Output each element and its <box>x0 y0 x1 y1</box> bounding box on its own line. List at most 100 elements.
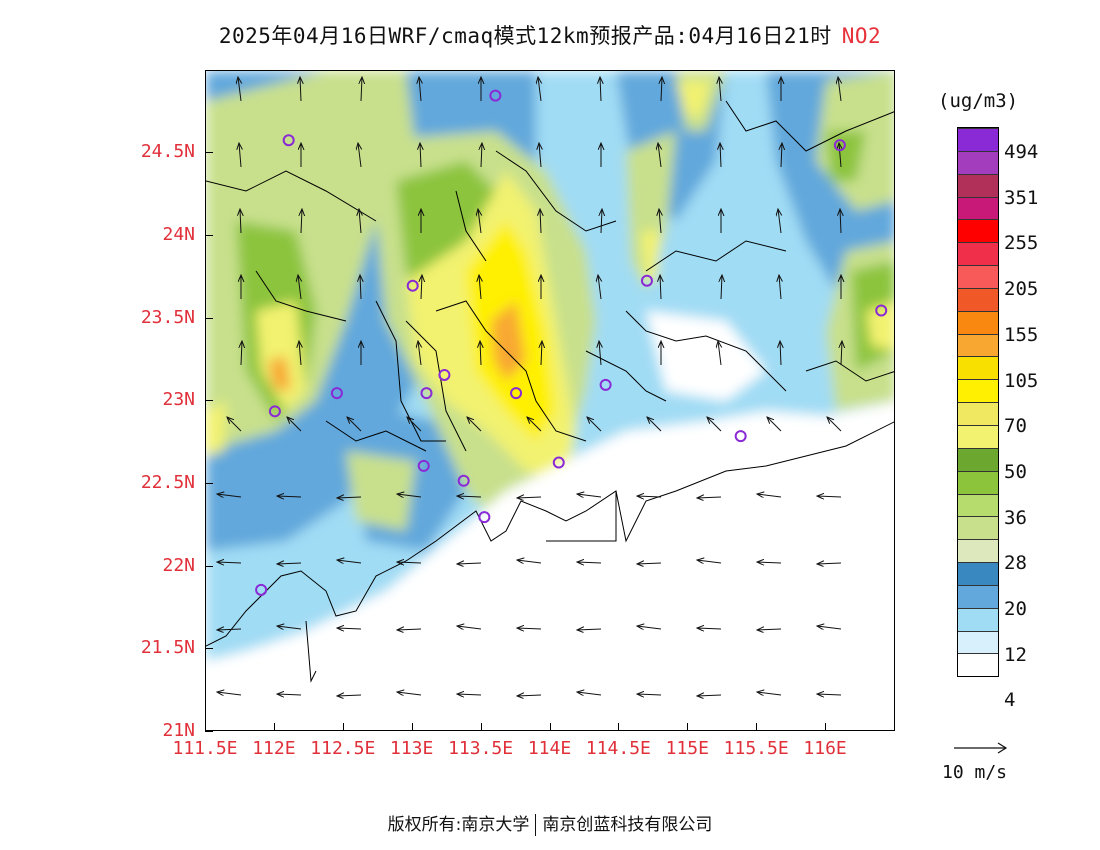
wind-arrow <box>840 209 841 234</box>
lon-label: 116E <box>803 738 847 759</box>
wind-arrow <box>841 341 842 366</box>
colorbar-segment <box>958 607 998 631</box>
wind-arrow <box>757 494 782 497</box>
wind-arrow <box>600 77 601 102</box>
lon-tick <box>825 723 827 731</box>
lat-tick <box>205 565 213 567</box>
wind-arrow <box>637 626 662 629</box>
wind-arrow <box>541 341 542 366</box>
wind-arrow <box>397 494 422 497</box>
colorbar-segment <box>958 242 998 266</box>
colorbar-label: 50 <box>1004 460 1027 483</box>
station-marker <box>489 89 502 102</box>
wind-arrow <box>538 77 541 102</box>
footer-separator <box>535 814 537 836</box>
lon-tick <box>618 723 620 731</box>
colorbar-segment <box>958 287 998 311</box>
wind-arrow <box>781 143 782 168</box>
lon-label: 112.5E <box>310 738 376 759</box>
wind-arrow <box>217 629 242 630</box>
lon-label: 113.5E <box>448 738 514 759</box>
colorbar-label: 205 <box>1004 278 1039 301</box>
wind-arrow <box>300 77 301 102</box>
colorbar-segment <box>958 584 998 608</box>
wind-arrow <box>838 77 841 102</box>
wind-arrow <box>577 692 602 695</box>
station-marker <box>552 456 565 469</box>
colorbar-segment <box>958 402 998 425</box>
wind-arrow <box>827 417 842 432</box>
wind-arrow <box>359 209 361 234</box>
wind-arrow <box>817 626 842 629</box>
colorbar-label: 155 <box>1004 323 1039 346</box>
wind-arrow <box>659 209 661 234</box>
colorbar-label: 20 <box>1004 598 1027 620</box>
wind-arrow <box>457 496 482 497</box>
wind-arrow <box>721 275 722 300</box>
wind-arrow <box>397 629 422 630</box>
lon-label: 114E <box>527 738 572 759</box>
station-marker <box>510 387 523 400</box>
wind-arrow <box>421 275 422 300</box>
wind-arrow <box>420 143 421 168</box>
wind-arrow <box>360 275 361 300</box>
colorbar <box>957 127 999 678</box>
lat-tick <box>205 317 213 319</box>
wind-arrow <box>839 143 841 168</box>
colorbar-segment <box>958 493 998 517</box>
colorbar-segment <box>958 150 998 174</box>
lon-label: 112E <box>252 738 296 759</box>
wind-arrow <box>480 341 481 366</box>
footer-left: 版权所有:南京大学 <box>387 815 530 835</box>
wind-arrow <box>277 626 302 629</box>
reference-vector-arrow <box>954 742 1008 754</box>
station-marker <box>833 139 846 152</box>
lon-tick <box>687 723 689 731</box>
colorbar-segment <box>958 310 998 334</box>
wind-arrow <box>817 563 842 564</box>
colorbar-segment <box>958 539 998 563</box>
lat-tick <box>205 731 213 732</box>
colorbar-segment <box>958 470 998 494</box>
wind-arrow <box>238 77 241 102</box>
wind-arrow <box>697 628 722 629</box>
wind-arrow <box>577 562 602 563</box>
footer-right: 南京创蓝科技有限公司 <box>542 815 713 835</box>
wind-arrow <box>418 341 421 366</box>
reference-vector-label: 10 m/s <box>942 762 1008 783</box>
colorbar-label: 28 <box>1004 552 1027 575</box>
station-marker <box>438 368 451 381</box>
wind-arrow <box>757 692 782 695</box>
wind-arrow <box>517 497 542 498</box>
wind-arrow <box>660 275 661 300</box>
wind-arrow <box>517 628 542 629</box>
wind-arrow <box>337 560 362 563</box>
wind-arrow <box>239 143 241 168</box>
colorbar-segment <box>958 447 998 471</box>
no2-concentration-map <box>206 71 894 730</box>
lat-label: 21N <box>162 720 195 741</box>
wind-arrow <box>577 494 602 497</box>
wind-arrow <box>778 209 781 234</box>
wind-arrow <box>757 629 782 630</box>
lat-tick <box>205 648 213 650</box>
lat-tick <box>205 152 213 154</box>
copyright-footer: 版权所有:南京大学 南京创蓝科技有限公司 <box>0 810 1100 836</box>
lat-label: 24.5N <box>140 141 195 163</box>
colorbar-label: 351 <box>1004 186 1039 209</box>
wind-arrow <box>217 562 242 563</box>
wind-arrow <box>527 417 542 432</box>
lon-tick <box>549 723 551 731</box>
wind-arrow <box>287 417 302 432</box>
station-marker <box>268 405 281 418</box>
wind-arrow <box>277 496 302 497</box>
colorbar-segment <box>958 356 998 380</box>
wind-arrow <box>419 77 421 102</box>
wind-arrow <box>757 562 782 563</box>
station-marker <box>478 511 491 524</box>
lat-label: 22N <box>162 554 195 576</box>
colorbar-unit: (ug/m3) <box>938 90 1019 112</box>
colorbar-label: 255 <box>1004 232 1039 255</box>
wind-arrow <box>599 341 601 366</box>
lon-tick <box>480 723 482 731</box>
